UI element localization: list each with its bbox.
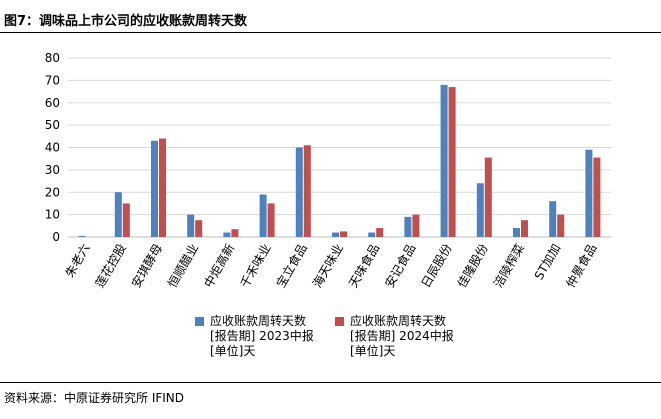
x-tick-label: 莲花控股 — [92, 241, 129, 290]
y-tick-label: 80 — [45, 51, 60, 65]
y-tick-label: 10 — [45, 208, 60, 222]
y-tick-label: 20 — [45, 185, 60, 199]
bar-series-1 — [440, 84, 448, 237]
bar-series-1 — [78, 235, 86, 237]
bar-series-1 — [187, 214, 195, 237]
x-axis-tick-labels: 朱老六 莲花控股 安琪酵母 恒顺醋业 中炬高新 千禾味业 宝立食品 海天味业 天味食品 安记食品日… — [63, 241, 600, 290]
legend-period-2: [报告期] 2024中报 — [350, 329, 454, 343]
legend-label-2: 应收账款周转天数 — [350, 314, 447, 328]
x-tick-label: 安琪酵母 — [128, 241, 165, 290]
bar-series-2 — [593, 157, 601, 237]
bar-series-1 — [513, 228, 520, 237]
x-tick-label: 宝立食品 — [273, 241, 310, 290]
bar-series-1 — [223, 232, 231, 237]
x-tick-label: 安记食品 — [381, 241, 418, 290]
x-tick-label: 佳隆股份 — [454, 241, 491, 290]
bar-series-2 — [521, 220, 528, 237]
x-tick-label: 海天味业 — [309, 241, 346, 290]
legend-swatch-2 — [335, 317, 344, 326]
bars — [78, 84, 601, 238]
x-tick-label: 涪陵榨菜 — [490, 241, 527, 290]
y-tick-label: 30 — [45, 163, 60, 177]
bar-series-2 — [267, 203, 275, 237]
source-note: 资料来源：中原证券研究所 IFIND — [4, 391, 185, 405]
bar-series-1 — [549, 201, 557, 237]
x-tick-label: 千禾味业 — [238, 242, 274, 291]
x-tick-label: 仲景食品 — [562, 241, 599, 290]
bar-series-1 — [476, 183, 484, 237]
y-tick-label: 60 — [45, 96, 60, 110]
legend-period-1: [报告期] 2023中报 — [210, 329, 314, 343]
bar-series-1 — [332, 232, 339, 237]
bar-series-2 — [159, 138, 166, 237]
y-tick-label: 40 — [45, 141, 60, 155]
bar-series-1 — [259, 194, 267, 237]
legend-swatch-1 — [195, 317, 204, 326]
legend-series-2: 应收账款周转天数 [报告期] 2024中报 [单位]天 — [335, 314, 454, 359]
bar-series-2 — [376, 228, 384, 237]
bar-series-2 — [195, 220, 203, 237]
figure-title: 图7：调味品上市公司的应收账款周转天数 — [4, 14, 248, 29]
legend-unit-1: [单位]天 — [210, 344, 256, 358]
bar-chart: 0 10 20 30 40 50 60 70 80 朱老六 莲花控股 安琪酵母 恒顺醋业 中炬高新 千禾味… — [45, 51, 611, 290]
bar-series-2 — [412, 214, 420, 237]
y-axis-tick-labels: 0 10 20 30 40 50 60 70 80 — [45, 51, 60, 244]
top-rule — [0, 32, 661, 33]
legend-unit-2: [单位]天 — [350, 344, 396, 358]
bar-series-2 — [122, 203, 130, 237]
x-tick-label: 朱老六 — [63, 242, 93, 280]
bar-series-1 — [404, 216, 412, 237]
bar-series-1 — [295, 147, 303, 237]
x-tick-label: 天味食品 — [345, 241, 382, 290]
bar-series-2 — [303, 145, 311, 237]
bar-series-2 — [340, 231, 347, 237]
x-tick-label: 日辰股份 — [419, 242, 455, 291]
y-tick-label: 0 — [52, 230, 60, 244]
x-tick-label: 恒顺醋业 — [164, 241, 201, 290]
bar-series-1 — [114, 192, 122, 237]
bar-series-1 — [151, 140, 158, 237]
bar-series-1 — [368, 232, 376, 237]
bar-series-2 — [231, 229, 239, 237]
x-tick-label: ST加加 — [532, 242, 564, 283]
y-tick-label: 70 — [45, 73, 60, 87]
bar-series-1 — [585, 149, 593, 237]
x-tick-label: 中炬高新 — [200, 241, 237, 290]
legend-label-1: 应收账款周转天数 — [210, 314, 307, 328]
y-tick-label: 50 — [45, 118, 60, 132]
bar-series-2 — [448, 87, 456, 238]
gridlines — [68, 57, 611, 238]
bar-series-2 — [557, 214, 565, 237]
bar-series-2 — [484, 157, 492, 237]
bottom-rule — [0, 382, 661, 383]
legend-series-1: 应收账款周转天数 [报告期] 2023中报 [单位]天 — [195, 314, 314, 359]
